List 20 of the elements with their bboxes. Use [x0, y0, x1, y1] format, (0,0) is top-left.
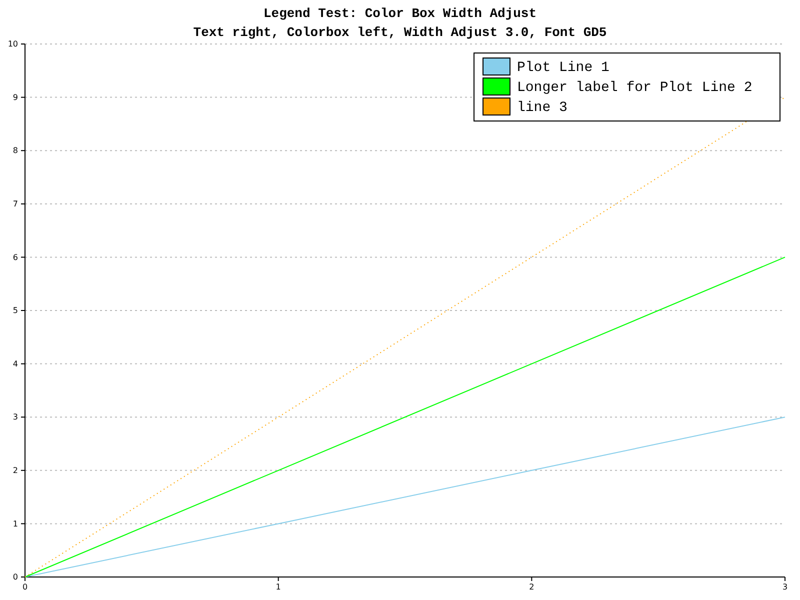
- y-tick-label: 4: [12, 359, 18, 368]
- chart-subtitle: Text right, Colorbox left, Width Adjust 3.0, Font GD5: [193, 25, 607, 40]
- chart-title: Legend Test: Color Box Width Adjust: [263, 6, 537, 21]
- legend-label: line 3: [517, 100, 568, 116]
- y-tick-label: 8: [12, 146, 18, 156]
- x-tick-label: 2: [529, 582, 534, 592]
- y-tick-label: 9: [12, 92, 18, 102]
- x-tick-label: 0: [22, 582, 28, 592]
- y-tick-label: 7: [12, 199, 18, 208]
- x-tick-label: 3: [782, 582, 788, 592]
- y-tick-label: 0: [12, 572, 18, 582]
- legend-label: Longer label for Plot Line 2: [517, 80, 752, 96]
- y-tick-label: 3: [12, 412, 18, 422]
- y-tick-label: 2: [12, 466, 18, 475]
- x-tick-label: 1: [276, 582, 281, 592]
- y-tick-label: 10: [8, 40, 18, 49]
- y-tick-label: 5: [12, 306, 18, 316]
- y-tick-label: 1: [12, 519, 18, 528]
- y-tick-label: 6: [12, 252, 18, 262]
- legend-label: Plot Line 1: [517, 60, 610, 76]
